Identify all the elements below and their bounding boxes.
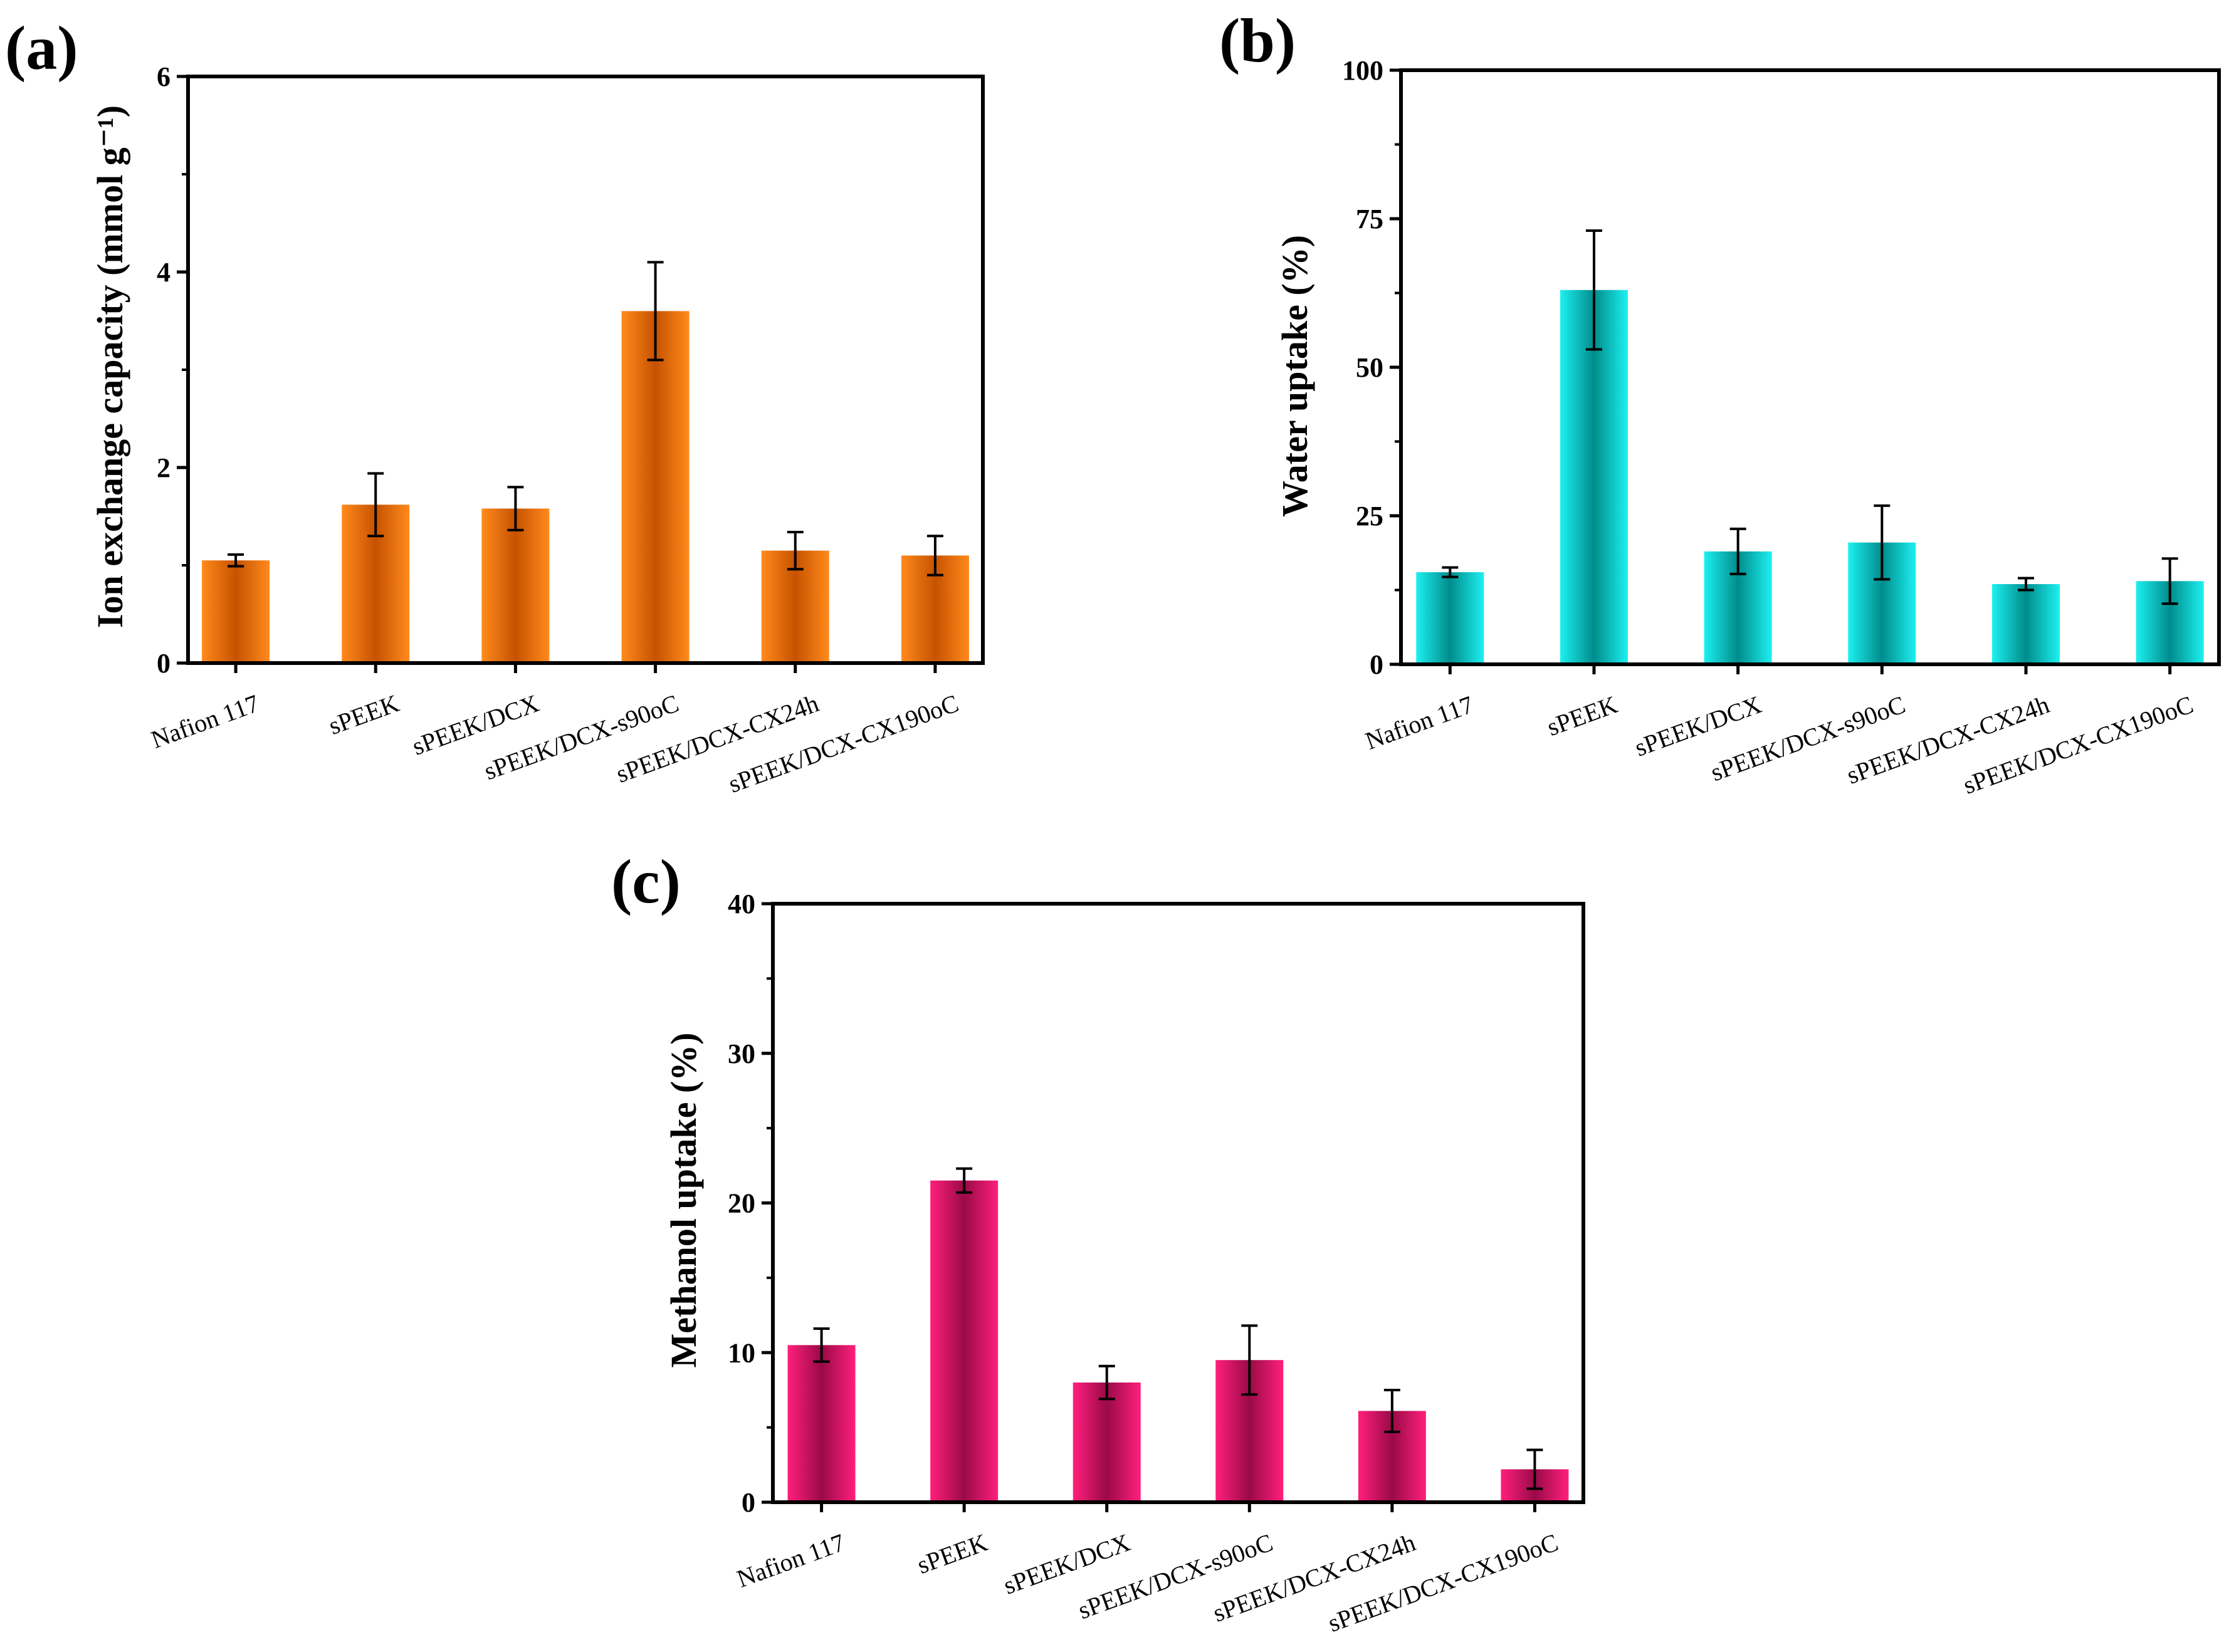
bar xyxy=(621,311,690,663)
bar xyxy=(1992,584,2060,664)
y-tick-label: 100 xyxy=(1342,55,1383,86)
y-tick-label: 20 xyxy=(728,1188,755,1219)
plot-frame xyxy=(771,902,1585,1504)
y-axis-title: Ion exchange capacity (mmol g⁻¹) xyxy=(90,105,130,628)
y-tick-label: 30 xyxy=(728,1038,755,1069)
x-tick-label: Nafion 117 xyxy=(1361,690,1477,755)
x-tick-label: sPEEK xyxy=(325,689,402,740)
bar xyxy=(481,508,550,663)
x-tick-label: sPEEK xyxy=(913,1528,991,1579)
bar xyxy=(1560,290,1628,664)
y-tick-label: 50 xyxy=(1356,352,1383,383)
y-tick-label: 6 xyxy=(157,61,170,92)
chart-panel-b: (b) Water uptake (%) 0 25 50 75 100 Nafion 1… xyxy=(1219,6,2221,800)
y-tick-label: 25 xyxy=(1356,501,1383,531)
plot-frame xyxy=(1399,68,2221,666)
x-tick-label: sPEEK/DCX-CX190oC xyxy=(725,689,962,798)
y-tick-label: 2 xyxy=(157,452,170,483)
chart-panel-a: (a) Ion exchange capacity (mmol g⁻¹) 0 2 4… xyxy=(5,13,985,798)
bar xyxy=(202,560,270,663)
y-tick-label: 10 xyxy=(728,1337,755,1368)
x-tick-label: Nafion 117 xyxy=(733,1528,849,1593)
bar xyxy=(930,1180,999,1502)
y-tick-label: 75 xyxy=(1356,204,1383,234)
chart-panel-c: (c) Methanol uptake (%) 0 10 20 30 40 Nafion… xyxy=(611,847,1585,1638)
x-tick-label: sPEEK/DCX-CX190oC xyxy=(1959,690,2197,800)
y-axis-title: Water uptake (%) xyxy=(1274,235,1315,517)
y-axis-title: Methanol uptake (%) xyxy=(663,1033,704,1368)
panel-label: (a) xyxy=(5,13,78,83)
bar xyxy=(1073,1383,1141,1502)
y-tick-label: 0 xyxy=(1370,649,1383,680)
bar xyxy=(1416,572,1484,664)
panel-label: (c) xyxy=(611,847,681,916)
plot-frame xyxy=(186,75,985,665)
bar xyxy=(787,1345,856,1502)
panel-label: (b) xyxy=(1219,6,1296,75)
y-tick-label: 0 xyxy=(742,1487,755,1518)
x-tick-label: sPEEK/DCX-CX190oC xyxy=(1324,1528,1562,1638)
y-tick-label: 4 xyxy=(157,257,170,288)
y-tick-label: 0 xyxy=(157,648,170,679)
y-tick-label: 40 xyxy=(728,889,755,919)
x-tick-label: Nafion 117 xyxy=(147,689,263,754)
x-tick-label: sPEEK xyxy=(1543,690,1621,741)
